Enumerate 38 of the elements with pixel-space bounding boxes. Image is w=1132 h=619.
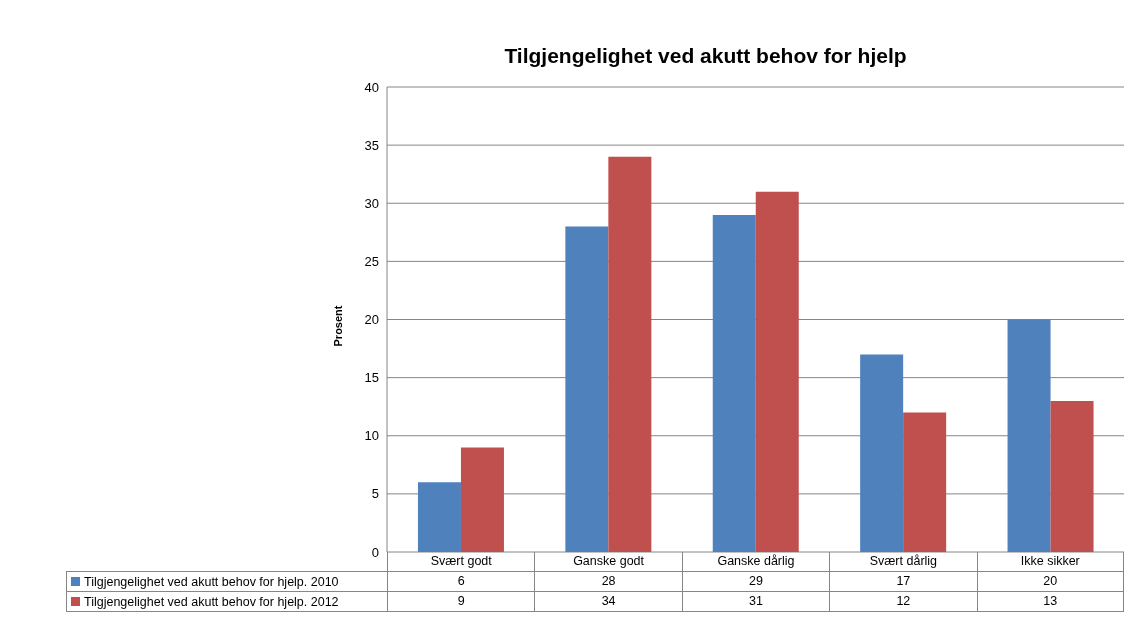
legend-label: Tilgjengelighet ved akutt behov for hjelp. 2010	[84, 574, 339, 589]
bar	[460, 447, 504, 552]
bar	[755, 191, 799, 552]
data-label: 17	[829, 572, 977, 591]
y-tick-label: 35	[364, 137, 379, 153]
bar	[860, 354, 904, 552]
chart-title: Tilgjengelighet ved akutt behov for hjelp	[503, 44, 908, 68]
data-label: 29	[681, 572, 830, 591]
legend-label: Tilgjengelighet ved akutt behov for hjelp. 2012	[84, 594, 339, 609]
y-tick-label: 15	[364, 370, 379, 386]
y-tick-label: 30	[364, 195, 379, 211]
bar	[1007, 319, 1051, 552]
data-label: 9	[387, 592, 535, 611]
data-label: 6	[387, 572, 535, 591]
y-tick-label: 25	[364, 253, 379, 269]
bar	[903, 412, 947, 552]
bar	[608, 156, 652, 552]
data-label: 12	[829, 592, 977, 611]
y-tick-label: 40	[364, 79, 379, 95]
data-label: 34	[534, 592, 682, 611]
x-tick-label: Svært dårlig	[829, 552, 977, 571]
bar	[417, 482, 461, 552]
data-label: 20	[976, 572, 1124, 591]
y-tick-label: 10	[364, 428, 379, 444]
y-tick-label: 0	[371, 544, 379, 560]
bar	[1050, 400, 1094, 552]
data-label: 28	[534, 572, 682, 591]
y-axis-title: Prosent	[332, 304, 344, 349]
y-tick-label: 5	[371, 486, 379, 502]
bar	[712, 214, 756, 552]
y-tick-label: 20	[364, 312, 379, 328]
data-label: 13	[976, 592, 1124, 611]
x-tick-label: Svært godt	[387, 552, 535, 571]
x-tick-label: Ganske dårlig	[681, 552, 830, 571]
bar	[565, 226, 609, 552]
x-tick-label: Ikke sikker	[976, 552, 1124, 571]
x-tick-label: Ganske godt	[534, 552, 682, 571]
data-label: 31	[681, 592, 830, 611]
